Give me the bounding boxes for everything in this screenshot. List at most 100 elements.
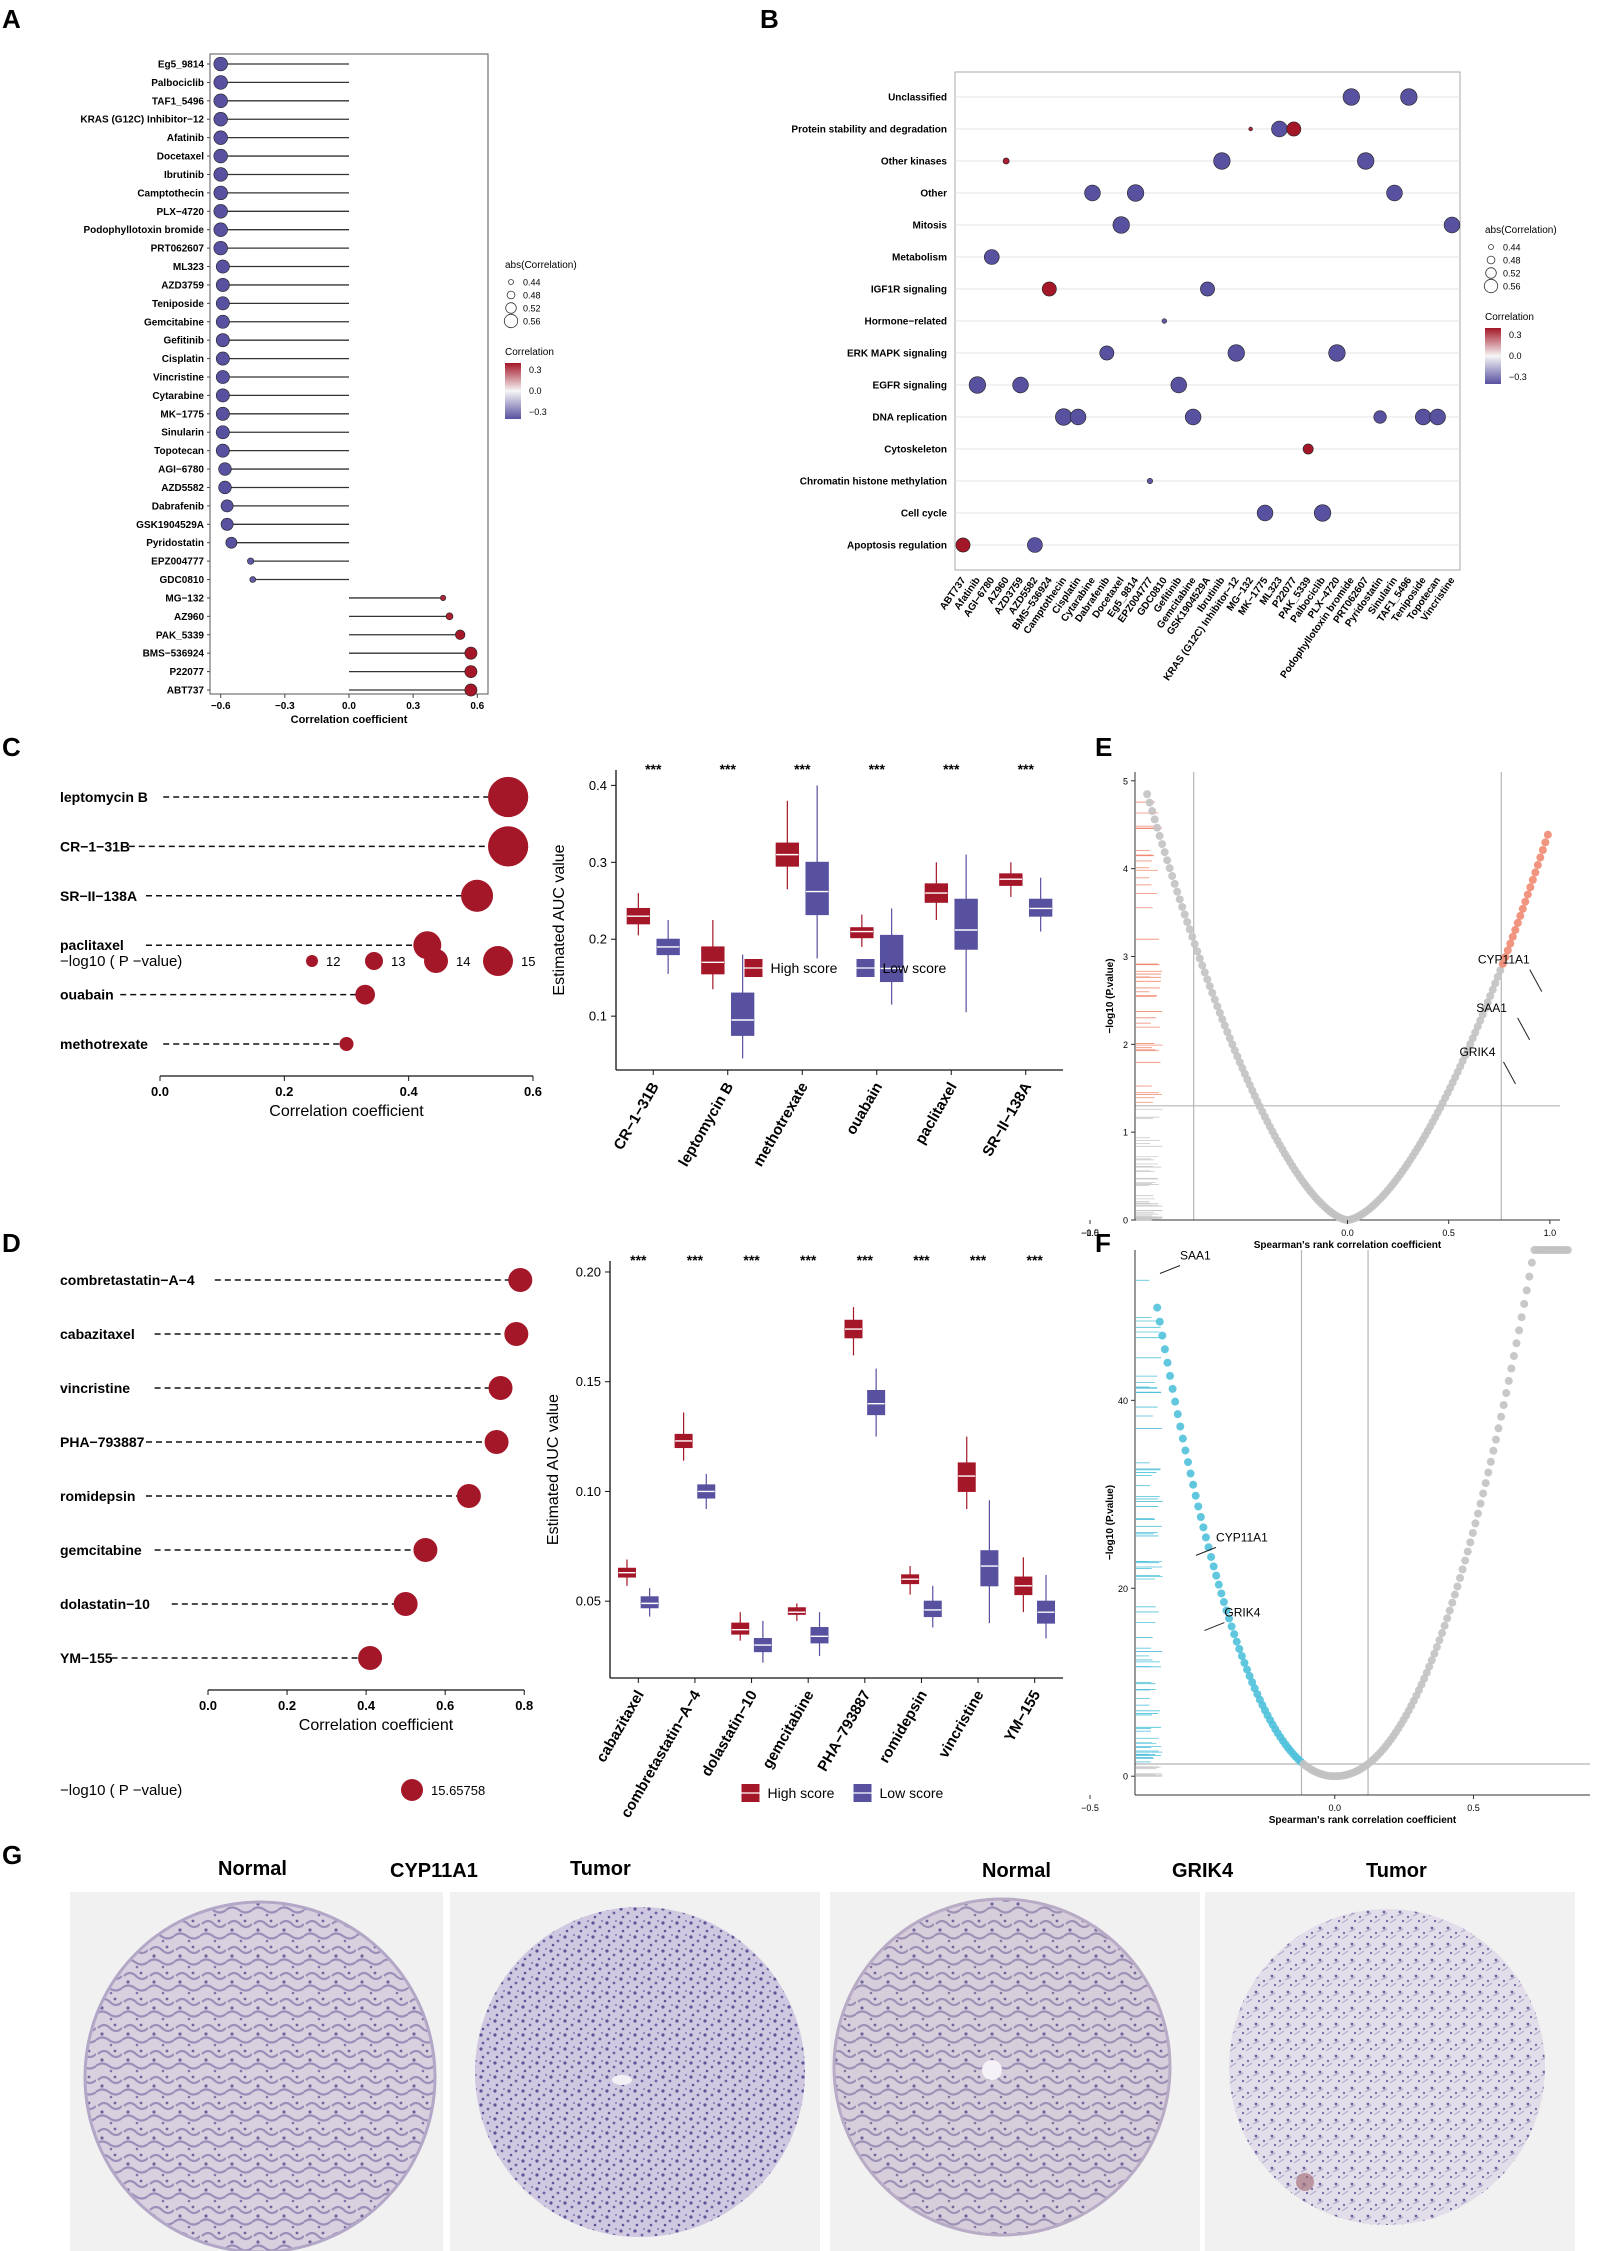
- x-tick-label: 0.2: [278, 1698, 296, 1713]
- y-category-label: Protein stability and degradation: [791, 125, 947, 136]
- lollipop-point: [214, 94, 228, 108]
- scatter-point: [1228, 345, 1245, 362]
- significance-label: ***: [913, 1252, 930, 1268]
- scatter-point: [1166, 864, 1174, 872]
- scatter-point: [1507, 1365, 1515, 1373]
- scatter-point: [1181, 911, 1189, 919]
- scatter-point: [1516, 912, 1524, 920]
- scatter-point: [1539, 846, 1547, 854]
- y-tick-label: 20: [1118, 1584, 1128, 1594]
- a-color-legend-tick: 0.3: [529, 365, 542, 375]
- y-axis-title: −log10 (P.value): [1105, 958, 1116, 1033]
- significance-label: ***: [970, 1252, 987, 1268]
- scatter-point: [1233, 1638, 1241, 1646]
- size-legend-label: 13: [391, 954, 405, 969]
- annotation-label: SAA1: [1180, 1248, 1211, 1262]
- scatter-point: [1027, 538, 1042, 553]
- lollipop-point: [214, 223, 228, 237]
- legend-label: Low score: [883, 960, 947, 976]
- x-category-label: leptomycin B: [675, 1079, 737, 1169]
- scatter-point: [969, 377, 986, 394]
- significance-label: ***: [645, 761, 662, 777]
- category-label: ML323: [173, 262, 205, 273]
- scatter-point: [1438, 1629, 1446, 1637]
- scatter-point: [1435, 1636, 1443, 1644]
- y-category-label: IGF1R signaling: [871, 285, 947, 296]
- lollipop-point: [394, 1592, 418, 1616]
- y-category-label: Chromatin histone methylation: [800, 477, 947, 488]
- lollipop-point: [465, 647, 477, 659]
- x-tick-label: −0.6: [211, 701, 231, 712]
- chart-e: CYP11A1 SAA1 GRIK4 −1.0−0.5 0.0 0.5 1.0 0 1 2 3 4 5 S…: [1090, 730, 1597, 1230]
- scatter-point: [1526, 883, 1534, 891]
- scatter-point: [1181, 1446, 1189, 1454]
- x-category-label: cabazitaxel: [593, 1688, 648, 1766]
- y-tick-label: 0.15: [576, 1374, 601, 1389]
- y-category-label: Apoptosis regulation: [847, 541, 947, 552]
- scatter-point: [1272, 121, 1288, 137]
- lollipop-point: [214, 76, 228, 90]
- scatter-point: [1387, 185, 1403, 201]
- panel-label-g: G: [2, 1840, 22, 1871]
- scatter-point: [1564, 1246, 1572, 1254]
- significance-label: ***: [943, 761, 960, 777]
- category-label: cabazitaxel: [60, 1326, 135, 1342]
- scatter-point: [1161, 1345, 1169, 1353]
- significance-label: ***: [743, 1252, 760, 1268]
- scatter-point: [1495, 1424, 1503, 1432]
- lollipop-point: [504, 1322, 528, 1346]
- category-label: Camptothecin: [137, 188, 204, 199]
- a-color-legend-tick: −0.3: [529, 407, 547, 417]
- scatter-point: [1451, 1591, 1459, 1599]
- scatter-point: [1199, 1523, 1207, 1531]
- x-category-label: dolastatin−10: [698, 1688, 761, 1780]
- significance-label: ***: [1027, 1252, 1044, 1268]
- scatter-point: [1163, 856, 1171, 864]
- x-tick-label: 0.0: [342, 701, 356, 712]
- b-color-legend-tick: 0.0: [1509, 351, 1522, 361]
- category-label: Pyridostatin: [146, 538, 204, 549]
- scatter-point: [1401, 89, 1418, 106]
- x-axis-title: Correlation coefficient: [269, 1103, 424, 1120]
- scatter-point: [1497, 1413, 1505, 1421]
- a-color-legend-bar: [505, 363, 521, 419]
- scatter-point: [1433, 1643, 1441, 1651]
- scatter-point: [1477, 1500, 1485, 1508]
- scatter-point: [1042, 282, 1056, 296]
- b-size-legend-circle: [1484, 279, 1497, 292]
- scatter-point: [1146, 799, 1154, 807]
- annotation-label: CYP11A1: [1478, 953, 1530, 967]
- scatter-point: [1189, 1481, 1197, 1489]
- lollipop-point: [219, 481, 232, 494]
- category-label: combretastatin−A−4: [60, 1272, 195, 1288]
- scatter-point: [1536, 854, 1544, 862]
- y-tick-label: 0: [1123, 1772, 1128, 1782]
- a-size-legend-label: 0.48: [523, 291, 541, 301]
- scatter-point: [1415, 409, 1431, 425]
- scatter-point: [1464, 1548, 1472, 1556]
- scatter-point: [1188, 933, 1196, 941]
- b-size-legend-label: 0.52: [1503, 269, 1521, 279]
- x-tick-label: −0.5: [1081, 1803, 1099, 1813]
- scatter-point: [1153, 824, 1161, 832]
- b-size-legend-circle: [1486, 268, 1497, 279]
- y-category-label: Hormone−related: [864, 317, 947, 328]
- scatter-point: [1200, 282, 1214, 296]
- y-axis-title: −log10 (P.value): [1105, 1485, 1116, 1560]
- x-tick-label: 0.6: [470, 701, 484, 712]
- scatter-point: [1193, 947, 1201, 955]
- box-body: [955, 899, 977, 949]
- y-tick-label: 1: [1123, 1128, 1128, 1138]
- box-body: [868, 1390, 885, 1414]
- scatter-point: [1198, 961, 1206, 969]
- lollipop-point: [358, 1646, 382, 1670]
- lollipop-point: [446, 613, 453, 620]
- lollipop-point: [413, 1538, 437, 1562]
- scatter-point: [1176, 895, 1184, 903]
- category-label: Cytarabine: [152, 391, 204, 402]
- scatter-point: [1212, 1572, 1220, 1580]
- lollipop-point: [340, 1037, 354, 1051]
- lollipop-point: [216, 315, 229, 328]
- size-legend-label: 15: [521, 954, 535, 969]
- y-category-label: ERK MAPK signaling: [847, 349, 947, 360]
